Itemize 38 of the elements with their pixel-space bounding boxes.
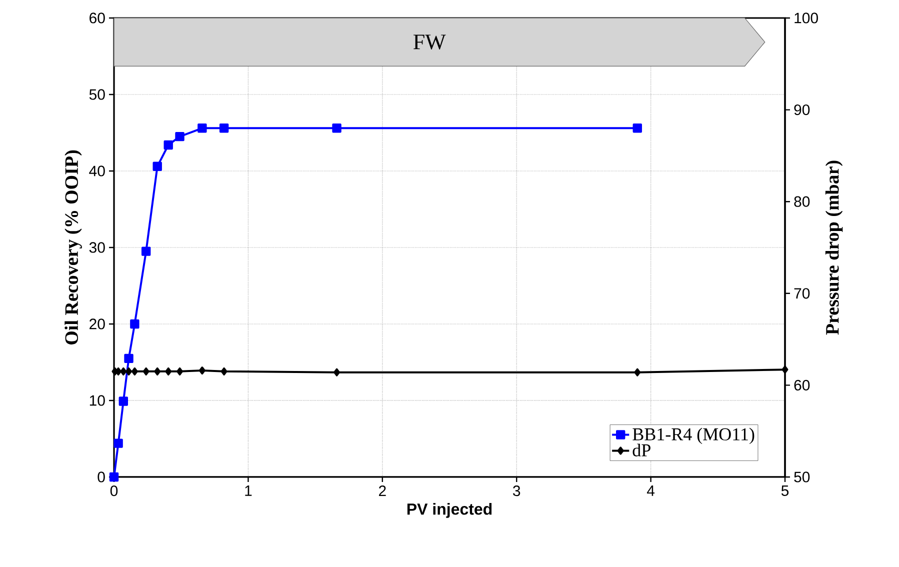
y-tick-label: 10: [90, 395, 105, 406]
legend-label: BB1-R4 (MO11): [632, 428, 754, 444]
point: [152, 162, 162, 171]
band-label: FW: [414, 34, 446, 50]
legend-label: dP: [632, 444, 650, 456]
y-tick-label: 0: [98, 472, 105, 482]
point: [109, 472, 119, 482]
y-tick-label: 20: [90, 318, 105, 330]
x-tick-label: 3: [512, 486, 520, 496]
point: [130, 319, 140, 329]
point: [164, 140, 173, 150]
point: [141, 246, 151, 256]
y2-tick-label: 90: [794, 104, 810, 116]
y2-tick-label: 60: [794, 380, 810, 390]
point: [332, 124, 342, 133]
x-tick-label: 1: [245, 486, 252, 496]
x-axis-title: PV injected: [407, 503, 492, 518]
y-tick-label: 60: [90, 12, 105, 24]
y-tick-label: 40: [89, 166, 105, 176]
point: [198, 124, 207, 133]
y2-tick-label: 70: [794, 288, 810, 299]
point: [175, 132, 184, 142]
point: [632, 124, 642, 133]
y-axis-title: Oil Recovery (% OOIP): [64, 150, 82, 344]
point: [114, 438, 123, 448]
point: [219, 124, 229, 133]
y-tick-label: 30: [89, 242, 105, 253]
y2-tick-label: 50: [794, 472, 810, 482]
point: [124, 354, 134, 364]
x-tick-label: 5: [781, 486, 789, 496]
x-tick-label: 4: [646, 486, 655, 496]
y2-axis-title: Pressure drop (mbar): [825, 160, 843, 335]
x-tick-label: 0: [110, 486, 118, 496]
y2-tick-label: 80: [794, 196, 810, 207]
y-tick-label: 50: [89, 89, 105, 100]
y2-tick-label: 100: [794, 12, 818, 24]
point: [118, 396, 128, 406]
x-tick-label: 2: [378, 486, 386, 496]
